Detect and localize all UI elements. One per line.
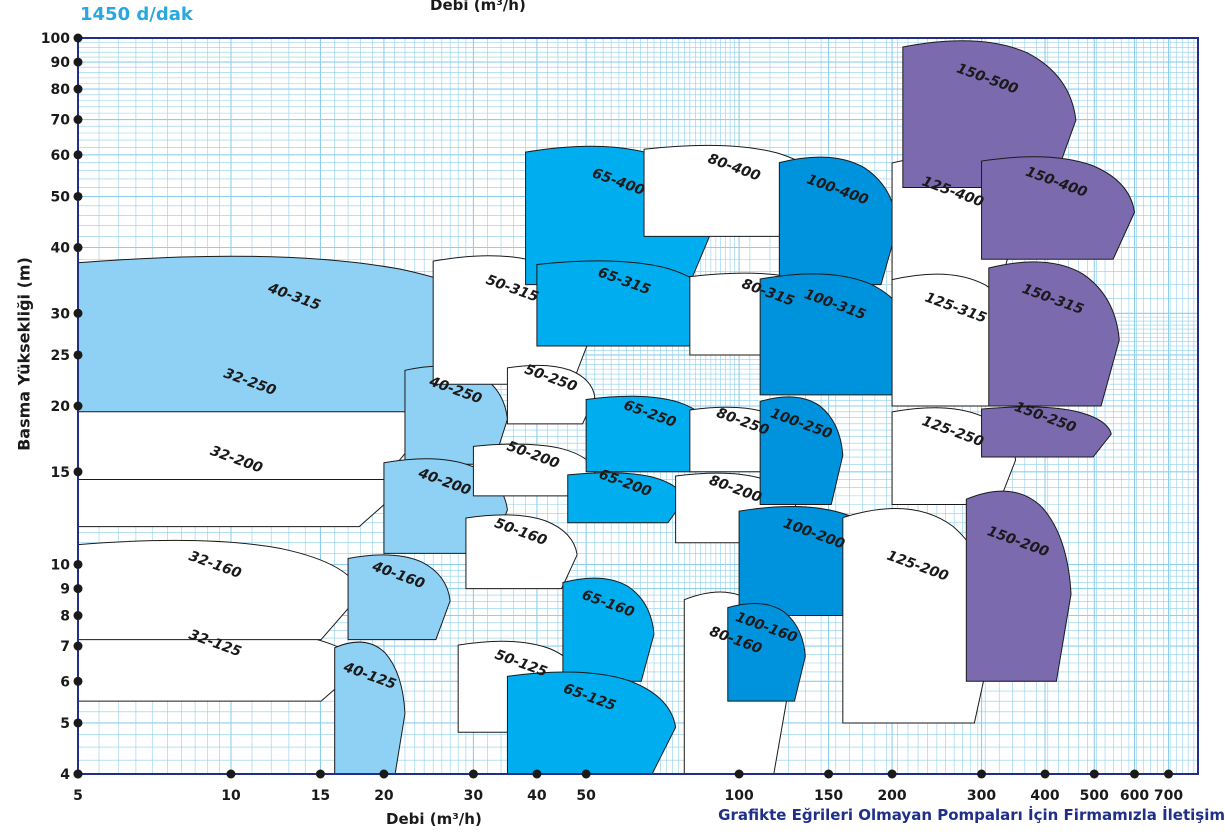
x-tick-label: 40: [527, 788, 547, 804]
y-tick-dot: [73, 33, 83, 43]
y-tick-label: 4: [60, 767, 70, 783]
x-tick-dot: [1130, 769, 1140, 779]
y-tick-dot: [73, 84, 83, 94]
y-tick-dot: [73, 769, 83, 779]
x-tick-dot: [1164, 769, 1174, 779]
pump-region: [981, 406, 1112, 458]
y-tick-label: 20: [51, 399, 71, 415]
x-tick-label: 400: [1030, 788, 1059, 804]
y-tick-dot: [73, 611, 83, 621]
y-tick-label: 80: [51, 82, 71, 98]
pump-region: [506, 364, 596, 425]
x-tick-label: 30: [464, 788, 484, 804]
pump-region: [902, 40, 1077, 189]
pump-region: [334, 641, 406, 775]
pump-region: [465, 514, 578, 590]
x-tick-dot: [468, 769, 478, 779]
x-tick-dot: [1040, 769, 1050, 779]
x-tick-label: 150: [814, 788, 843, 804]
x-axis-label: Debi (m³/h): [386, 810, 482, 828]
pump-region: [347, 554, 451, 641]
footnote: Grafikte Eğrileri Olmayan Pompaları İçin…: [718, 806, 1225, 824]
x-tick-label: 200: [877, 788, 906, 804]
pump-region: [988, 261, 1120, 407]
x-tick-dot: [379, 769, 389, 779]
x-tick-dot: [532, 769, 542, 779]
pump-region: [727, 603, 806, 702]
pump-region: [965, 490, 1072, 682]
x-tick-dot: [977, 769, 987, 779]
y-tick-label: 15: [51, 465, 70, 481]
y-tick-dot: [73, 308, 83, 318]
x-tick-dot: [315, 769, 325, 779]
y-tick-label: 60: [51, 148, 71, 164]
axes: 5 10 15 20 30 40 50 100 150 200 300 400 500 600 700456…: [41, 31, 1199, 804]
y-tick-label: 25: [51, 348, 70, 364]
y-tick-dot: [73, 676, 83, 686]
y-tick-dot: [73, 467, 83, 477]
y-tick-label: 9: [60, 582, 70, 598]
x-tick-dot: [824, 769, 834, 779]
y-tick-dot: [73, 57, 83, 67]
y-tick-label: 50: [51, 189, 71, 205]
x-tick-label: 10: [221, 788, 241, 804]
y-tick-dot: [73, 559, 83, 569]
pump-region: [77, 539, 362, 641]
y-tick-dot: [73, 243, 83, 253]
y-tick-label: 90: [51, 55, 71, 71]
x-tick-dot: [734, 769, 744, 779]
top-x-axis-label: Debi (m³/h): [430, 0, 526, 14]
pump-region: [981, 156, 1136, 260]
x-tick-label: 600: [1120, 788, 1149, 804]
y-axis-label: Basma Yüksekliği (m): [14, 257, 34, 451]
pump-region: [562, 577, 655, 682]
x-tick-label: 700: [1154, 788, 1183, 804]
y-tick-label: 7: [60, 639, 70, 655]
y-tick-label: 30: [51, 306, 71, 322]
pump-region: [759, 396, 844, 505]
y-tick-label: 8: [60, 609, 70, 625]
y-tick-dot: [73, 584, 83, 594]
x-tick-dot: [581, 769, 591, 779]
x-tick-label: 15: [311, 788, 330, 804]
y-tick-label: 5: [60, 716, 70, 732]
y-tick-label: 6: [60, 674, 70, 690]
y-tick-dot: [73, 115, 83, 125]
x-tick-label: 500: [1080, 788, 1109, 804]
y-tick-label: 100: [41, 31, 70, 47]
x-tick-label: 50: [576, 788, 596, 804]
y-tick-dot: [73, 401, 83, 411]
y-tick-dot: [73, 641, 83, 651]
speed-label: 1450 d/dak: [80, 4, 193, 25]
x-tick-label: 100: [724, 788, 753, 804]
y-tick-dot: [73, 150, 83, 160]
y-tick-dot: [73, 350, 83, 360]
x-tick-dot: [1089, 769, 1099, 779]
x-tick-dot: [226, 769, 236, 779]
y-tick-label: 70: [51, 113, 71, 129]
pump-region: [506, 671, 677, 775]
pump-region: [778, 156, 899, 286]
y-tick-label: 10: [51, 557, 71, 573]
pump-regions: [77, 40, 1136, 775]
x-tick-label: 5: [73, 788, 83, 804]
x-tick-label: 300: [967, 788, 996, 804]
y-tick-dot: [73, 191, 83, 201]
x-tick-dot: [887, 769, 897, 779]
y-tick-dot: [73, 718, 83, 728]
y-tick-label: 40: [51, 241, 71, 257]
x-tick-label: 20: [374, 788, 394, 804]
